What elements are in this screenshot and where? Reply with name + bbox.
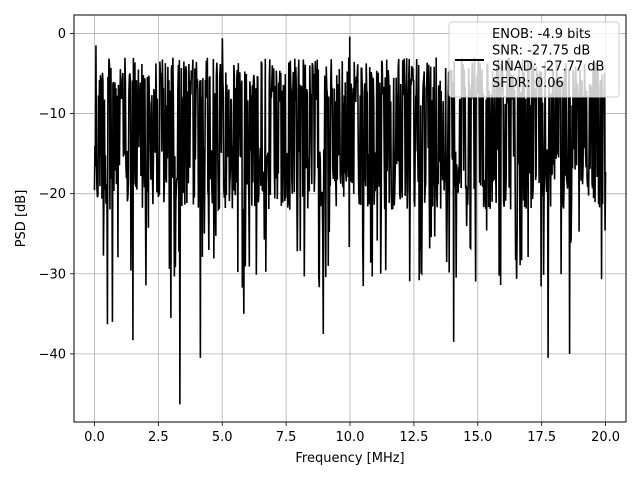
x-tick-label-7: 17.5: [527, 430, 556, 445]
x-tick-label-6: 15.0: [463, 430, 492, 445]
x-tick-label-5: 12.5: [399, 430, 428, 445]
legend-sfdr: SFDR: 0.06: [492, 76, 564, 91]
legend-box: [448, 21, 620, 98]
legend-enob: ENOB: -4.9 bits: [492, 27, 591, 42]
x-tick-label-2: 5.0: [212, 430, 233, 445]
legend-sinad: SINAD: -27.77 dB: [492, 60, 604, 75]
y-tick-label-3: −30: [39, 267, 66, 282]
series-layer: [93, 36, 607, 405]
x-tick-label-1: 2.5: [148, 430, 169, 445]
x-tick-label-8: 20.0: [591, 430, 620, 445]
ticks: 0.0 2.5 5.0 7.5 10.0 12.5 15.0 17.5 20.0 0 −10 −20 −…: [39, 27, 620, 445]
x-tick-label-4: 10.0: [336, 430, 365, 445]
y-axis-label: PSD [dB]: [14, 190, 29, 248]
y-tick-label-2: −20: [39, 187, 66, 202]
x-tick-label-0: 0.0: [84, 430, 105, 445]
legend: ENOB: -4.9 bits SNR: -27.75 dB SINAD: -2…: [448, 21, 620, 98]
y-tick-label-1: −10: [39, 107, 66, 122]
x-tick-label-3: 7.5: [276, 430, 297, 445]
legend-snr: SNR: -27.75 dB: [492, 43, 590, 58]
y-tick-label-4: −40: [39, 347, 66, 362]
y-tick-label-0: 0: [58, 27, 66, 42]
x-axis-label: Frequency [MHz]: [295, 451, 404, 466]
psd-series-line: [93, 36, 607, 405]
